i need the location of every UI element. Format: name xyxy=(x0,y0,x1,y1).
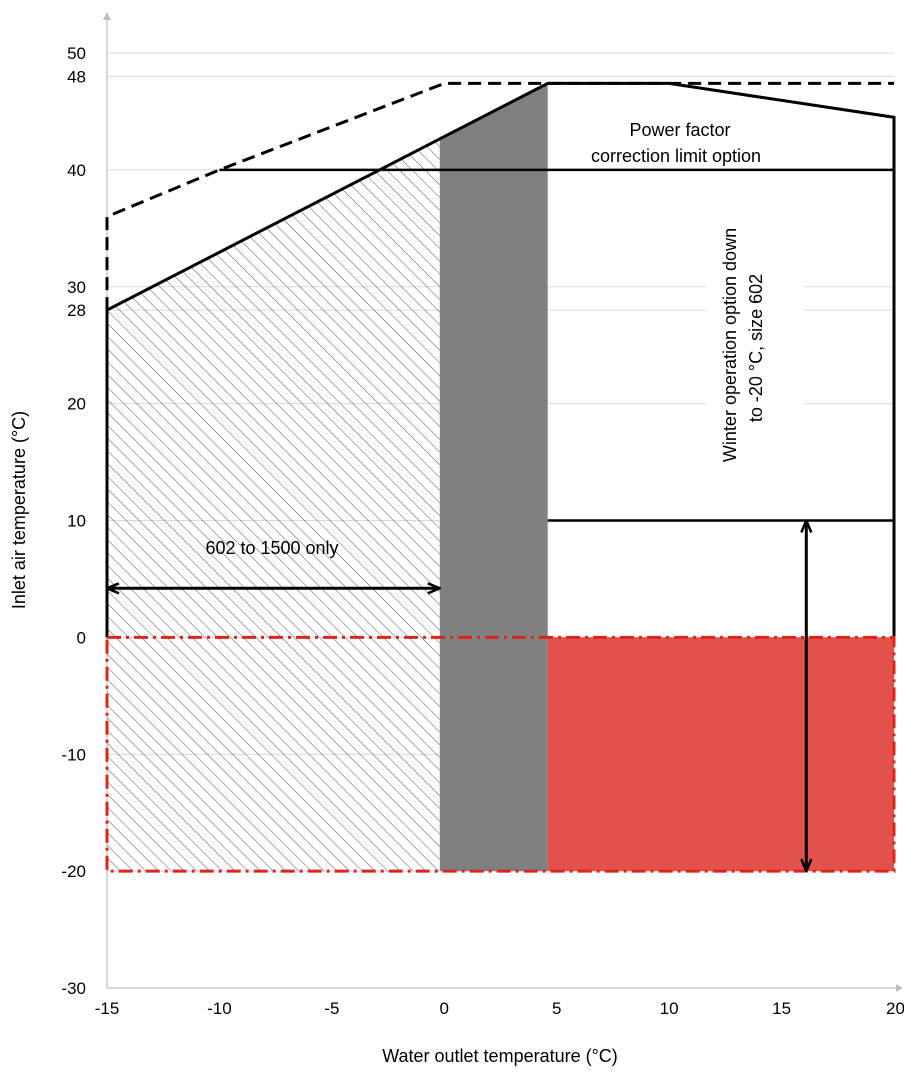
x-axis-arrowhead xyxy=(896,984,903,992)
x-tick-label: 20 xyxy=(886,999,904,1018)
x-tick-label: -5 xyxy=(324,999,339,1018)
red-winter-zone xyxy=(547,637,894,872)
tick-labels: 50 48 40 30 28 20 10 0 -10 -20 -30 -15 -10 -5 0 5 10 15 20 xyxy=(61,44,904,1018)
x-tick-label: -15 xyxy=(95,999,120,1018)
x-tick-label: -10 xyxy=(207,999,232,1018)
y-tick-label: 10 xyxy=(67,512,86,531)
winter-label-1: Winter operation option down xyxy=(720,228,740,462)
red-dashdot-border xyxy=(105,635,896,873)
y-tick-label: 40 xyxy=(67,161,86,180)
y-tick-label: 50 xyxy=(67,44,86,63)
lines xyxy=(105,81,896,873)
y-tick-label: 0 xyxy=(77,628,86,647)
x-axis-title: Water outlet temperature (°C) xyxy=(382,1046,618,1066)
hatched-zone xyxy=(107,140,440,872)
y-tick-label: -20 xyxy=(61,862,86,881)
x-tick-label: 5 xyxy=(552,999,561,1018)
y-axis-arrowhead xyxy=(103,12,111,20)
x-tick-label: 15 xyxy=(772,999,791,1018)
x-tick-label: 0 xyxy=(440,999,449,1018)
winter-label-bg xyxy=(706,178,804,518)
y-tick-label: 30 xyxy=(67,278,86,297)
winter-label-2: to -20 °C, size 602 xyxy=(746,274,766,422)
y-tick-label: 48 xyxy=(67,67,86,86)
grey-zone xyxy=(439,83,548,872)
power-factor-label-1: Power factor xyxy=(629,120,730,140)
y-tick-label: -30 xyxy=(61,979,86,998)
y-tick-label: 20 xyxy=(67,395,86,414)
dashed-envelope-line xyxy=(105,81,894,311)
power-factor-label-2: correction limit option xyxy=(591,146,761,166)
y-tick-label: 28 xyxy=(67,301,86,320)
range-label: 602 to 1500 only xyxy=(205,538,338,558)
y-axis-title: Inlet air temperature (°C) xyxy=(9,411,29,609)
y-tick-label: -10 xyxy=(61,745,86,764)
x-tick-label: 10 xyxy=(660,999,679,1018)
